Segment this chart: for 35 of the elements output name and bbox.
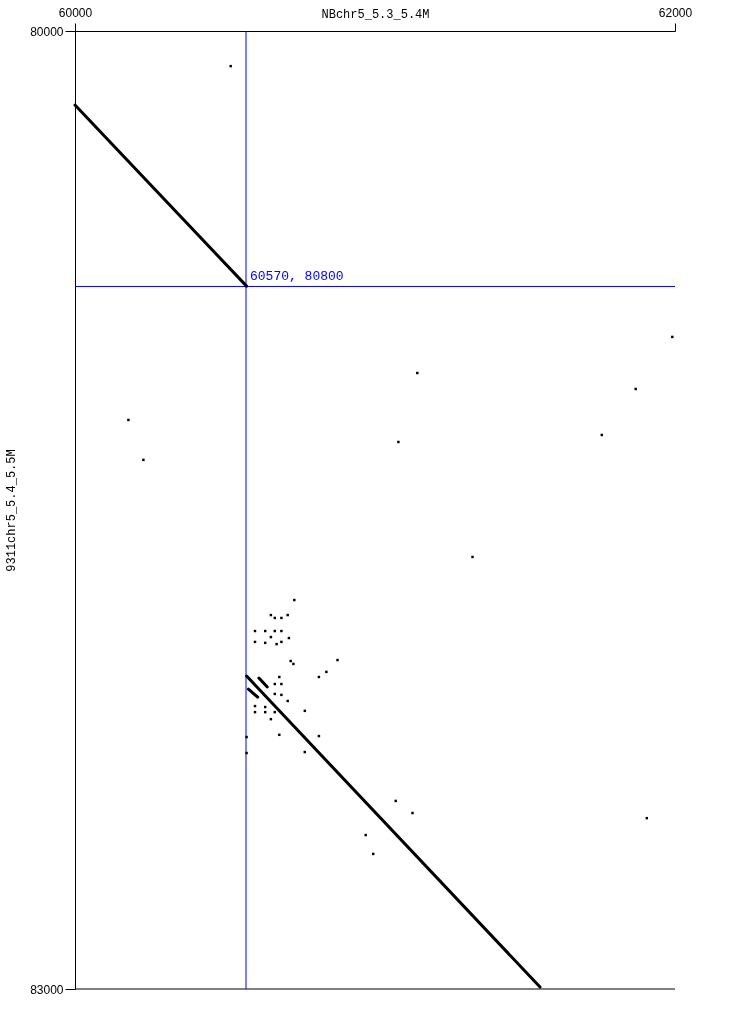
point bbox=[245, 735, 248, 739]
point bbox=[142, 458, 145, 462]
point bbox=[286, 613, 289, 617]
point bbox=[364, 833, 367, 837]
point bbox=[325, 670, 328, 674]
point bbox=[292, 662, 295, 666]
y-tick-label: 80000 bbox=[30, 24, 64, 39]
annotation: 60570, 80800 bbox=[250, 269, 344, 285]
point bbox=[280, 640, 283, 644]
point bbox=[289, 659, 292, 663]
point bbox=[416, 371, 419, 375]
x-tick-label: 62000 bbox=[658, 5, 693, 20]
point bbox=[280, 629, 283, 633]
point bbox=[280, 693, 283, 697]
y-tick-label: 83000 bbox=[30, 982, 64, 997]
point bbox=[275, 642, 278, 646]
point bbox=[286, 699, 289, 703]
point bbox=[394, 799, 397, 803]
y-axis-title: 9311chr5_5.4_5.5M bbox=[5, 449, 20, 572]
x-axis-title: NBchr5_5.3_5.4M bbox=[321, 7, 430, 22]
point bbox=[471, 555, 474, 559]
x-tick-label: 60000 bbox=[58, 5, 93, 20]
point bbox=[293, 598, 296, 602]
point bbox=[280, 616, 283, 620]
point bbox=[336, 658, 339, 662]
point bbox=[278, 675, 281, 679]
point bbox=[411, 811, 414, 815]
point bbox=[671, 335, 674, 339]
point bbox=[245, 751, 248, 755]
point bbox=[397, 440, 400, 444]
point bbox=[278, 733, 281, 737]
point bbox=[229, 64, 232, 68]
point bbox=[280, 682, 283, 686]
point bbox=[127, 418, 130, 422]
point bbox=[634, 387, 637, 391]
